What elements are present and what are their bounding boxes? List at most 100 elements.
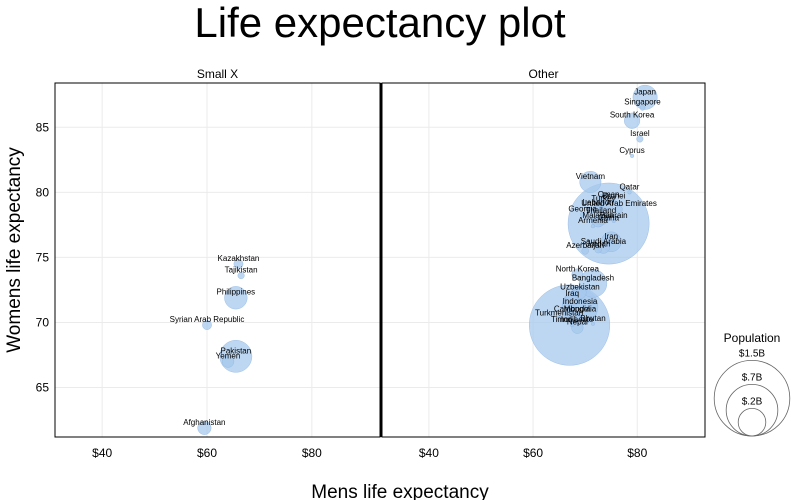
bubble-point: [636, 135, 644, 143]
point-label: Uzbekistan: [560, 283, 600, 292]
bubble-point: [197, 420, 212, 435]
chart-title: Life expectancy plot: [194, 0, 566, 46]
facet-title: Other: [528, 67, 558, 81]
point-label: Bangladesh: [572, 273, 614, 282]
bubble-point: [237, 272, 245, 280]
point-label: United Arab Emirates: [581, 199, 657, 208]
point-label: Vietnam: [576, 172, 606, 181]
x-tick-label: $60: [523, 446, 543, 460]
point-label: Nepal: [567, 318, 588, 327]
point-label: Armenia: [578, 216, 608, 225]
facet-panel-0: Kazakhstan Tajikistan Philippines Syrian Ar…: [36, 67, 381, 460]
point-label: Philippines: [216, 288, 255, 297]
point-label: Iraq: [565, 289, 579, 298]
point-label: Qatar: [619, 182, 639, 191]
bubble-point: [570, 323, 575, 328]
bubble-point: [580, 212, 585, 217]
point-label: Lebanon: [583, 198, 614, 207]
legend-label: $1.5B: [739, 348, 765, 359]
bubble-point: [579, 171, 602, 193]
bubble-point: [556, 315, 562, 322]
y-axis-title: Womens life expectancy: [4, 147, 25, 353]
bubble-point: [611, 218, 616, 223]
point-label: Turkey: [591, 194, 615, 203]
point-label: South Korea: [610, 111, 655, 120]
point-label: China: [598, 214, 619, 223]
point-label: Bahrain: [600, 211, 628, 220]
x-axis-title: Mens life expectancy: [311, 482, 489, 500]
legend-label: $.2B: [742, 396, 763, 407]
bubble-point: [571, 321, 584, 334]
point-label: Cambodia: [554, 305, 591, 314]
point-label: Tajikistan: [225, 266, 258, 275]
legend-circle: [737, 407, 767, 437]
bubble-point: [573, 286, 587, 300]
point-label: Malaysia: [582, 211, 614, 220]
point-label: Iran: [604, 232, 618, 241]
y-tick-label: 80: [36, 185, 50, 199]
y-tick-label: 75: [36, 250, 50, 264]
legend-circle: [725, 383, 779, 437]
point-label: India: [561, 315, 579, 324]
point-label: Jordan: [586, 240, 610, 249]
bubble-point: [581, 247, 589, 255]
point-label: Afghanistan: [183, 418, 225, 427]
point-label: Oman: [598, 190, 620, 199]
y-tick-label: 70: [36, 315, 50, 329]
point-label: North Korea: [556, 264, 600, 273]
point-label: Israel: [630, 129, 650, 138]
bubble-point: [567, 309, 577, 320]
bubble-point: [611, 199, 616, 204]
bubble-point: [639, 104, 646, 111]
point-label: Saudi Arabia: [581, 237, 627, 246]
bubble-point: [591, 214, 605, 228]
point-label: Syrian Arab Republic: [170, 315, 245, 324]
bubble-point: [567, 182, 650, 265]
bubble-point: [624, 112, 641, 129]
point-label: Mongolia: [564, 305, 597, 314]
x-tick-label: $40: [92, 446, 112, 460]
x-tick-label: $60: [197, 446, 217, 460]
point-label: Azerbaijan: [566, 241, 604, 250]
bubble-point: [632, 84, 658, 110]
bubble-point: [571, 268, 584, 281]
facet-title: Small X: [197, 67, 238, 81]
x-tick-label: $80: [627, 446, 647, 460]
x-tick-label: $40: [419, 446, 439, 460]
bubble-point: [590, 321, 595, 326]
point-label: Yemen: [216, 352, 241, 361]
x-tick-label: $80: [302, 446, 322, 460]
panel-frame: [381, 82, 706, 438]
point-label: Brunei: [602, 191, 625, 200]
bubble-point: [202, 320, 212, 330]
bubble-point: [605, 197, 612, 203]
point-label: Cyprus: [619, 146, 644, 155]
point-label: Turkmenistan: [535, 309, 583, 318]
bubble-point: [224, 286, 248, 310]
y-tick-label: 85: [36, 120, 50, 134]
bubble-point: [594, 245, 602, 254]
bubble-point: [630, 153, 635, 158]
point-label: Pakistan: [221, 346, 252, 355]
legend-title: Population: [724, 331, 781, 345]
facet-panel-1: Japan Singapore South Korea Israel Cyprus Vie…: [381, 67, 706, 460]
size-legend: Population $1.5B $.7B $.2B: [713, 331, 791, 437]
bubble-point: [595, 204, 602, 212]
point-label: Japan: [634, 87, 656, 96]
point-label: Timor-Leste: [551, 315, 594, 324]
bubble-point: [221, 355, 235, 368]
point-label: Indonesia: [563, 297, 598, 306]
bubble-point: [577, 312, 583, 317]
bubble-point: [615, 205, 623, 213]
facet-panels: Kazakhstan Tajikistan Philippines Syrian Ar…: [36, 67, 706, 460]
legend-label: $.7B: [742, 372, 763, 383]
point-label: Kazakhstan: [218, 254, 260, 263]
point-label: Singapore: [624, 98, 661, 107]
point-label: Thailand: [585, 206, 616, 215]
bubble-point: [627, 190, 632, 195]
point-label: Georgia: [568, 204, 597, 213]
bubble-point: [590, 224, 596, 229]
point-label: Bhutan: [580, 314, 605, 323]
bubble-point: [233, 259, 244, 269]
